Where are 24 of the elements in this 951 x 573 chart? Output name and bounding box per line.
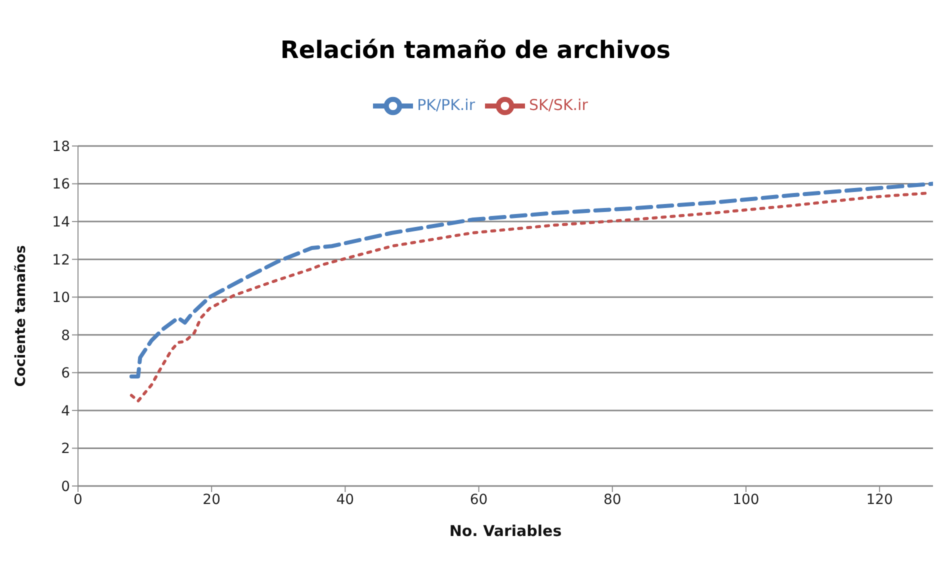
y-tick-label: 12 bbox=[52, 252, 70, 268]
y-axis-title: Cociente tamaños bbox=[12, 245, 29, 387]
x-tick-label: 100 bbox=[732, 492, 760, 508]
line-series bbox=[129, 182, 933, 378]
x-tick-label: 80 bbox=[603, 492, 622, 508]
legend-label: SK/SK.ir bbox=[529, 96, 588, 114]
y-tick-label: 4 bbox=[61, 403, 70, 420]
x-tick-label: 120 bbox=[866, 492, 893, 508]
y-tick-label: 0 bbox=[61, 478, 70, 495]
x-tick-label: 0 bbox=[74, 492, 82, 508]
x-tick-label: 40 bbox=[336, 492, 354, 508]
line-series bbox=[130, 192, 928, 402]
y-tick-label: 10 bbox=[52, 290, 70, 306]
x-tick-label: 20 bbox=[202, 492, 221, 508]
y-tick-label: 16 bbox=[52, 176, 70, 193]
y-tick-label: 2 bbox=[61, 441, 70, 458]
chart-title: Relación tamaño de archivos bbox=[279, 35, 672, 66]
x-tick-label: 60 bbox=[470, 492, 488, 508]
x-axis-title: No. Variables bbox=[449, 522, 562, 540]
y-tick-label: 18 bbox=[52, 138, 70, 155]
legend-label: PK/PK.ir bbox=[417, 96, 476, 114]
y-tick-label: 14 bbox=[52, 214, 70, 231]
y-tick-label: 8 bbox=[61, 328, 70, 344]
y-tick-label: 6 bbox=[61, 366, 70, 382]
